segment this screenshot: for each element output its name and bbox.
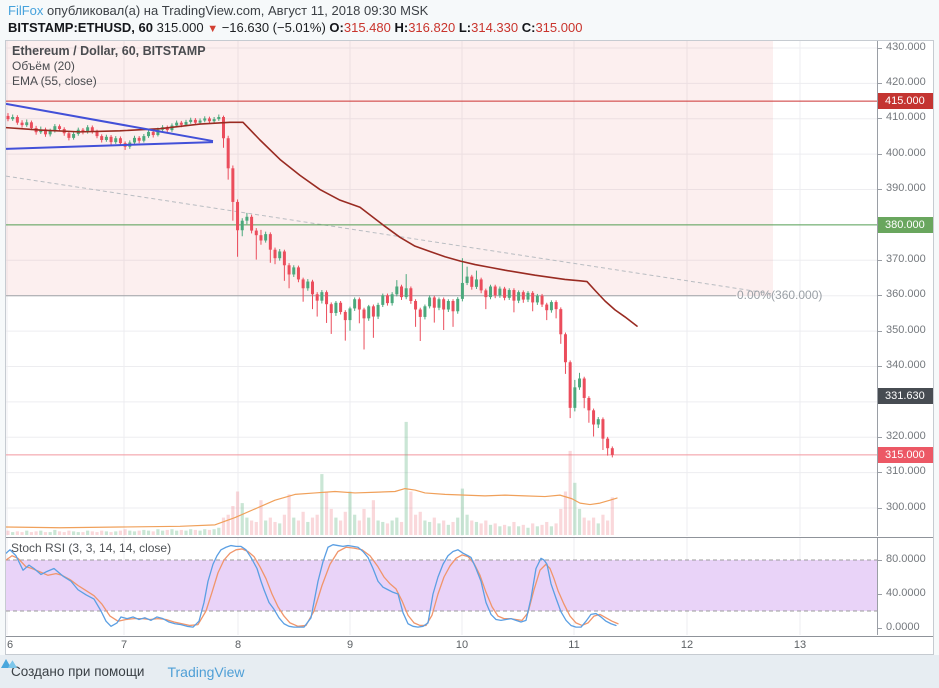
tradingview-link[interactable]: TradingView: [167, 663, 245, 680]
last-price: 315.000: [156, 20, 204, 35]
price-badge: 331.630: [878, 388, 933, 405]
low-label: L:: [458, 20, 472, 35]
time-label: 8: [234, 639, 242, 651]
chart-legend: Ethereum / Dollar, 60, BITSTAMP Объём (2…: [12, 44, 206, 89]
pane-separator[interactable]: [6, 537, 933, 538]
chart-frame: Ethereum / Dollar, 60, BITSTAMP Объём (2…: [5, 40, 934, 655]
symbol-label: BITSTAMP:ETHUSD, 60: [8, 20, 153, 35]
stoch-pane-canvas[interactable]: [6, 538, 877, 635]
price-axis[interactable]: 430.000420.000410.000400.000390.000380.0…: [878, 41, 933, 536]
time-label: 7: [120, 639, 128, 651]
time-axis[interactable]: 6 7 8 9 10 11 12 13: [6, 637, 933, 654]
time-label: 9: [346, 639, 354, 651]
price-badge: 415.000: [878, 93, 933, 110]
stoch-rsi-pane[interactable]: Stoch RSI (3, 3, 14, 14, close): [6, 538, 878, 635]
open-value: 315.480: [343, 20, 391, 35]
footer-bar: Создано при помощи TradingView: [0, 655, 939, 688]
price-badge: 315.000: [878, 446, 933, 463]
legend-title: Ethereum / Dollar, 60, BITSTAMP: [12, 44, 206, 58]
high-value: 316.820: [408, 20, 456, 35]
down-arrow-icon: ▼: [207, 23, 219, 35]
price-badge: 380.000: [878, 216, 933, 233]
quote-line: BITSTAMP:ETHUSD, 60 315.000 ▼ −16.630 (−…: [8, 20, 582, 37]
time-label: 13: [793, 639, 807, 651]
legend-ema: EMA (55, close): [12, 74, 97, 88]
publish-text: опубликовал(а) на TradingView.com, Авгус…: [43, 3, 429, 18]
main-pane[interactable]: Ethereum / Dollar, 60, BITSTAMP Объём (2…: [6, 41, 878, 536]
time-label: 10: [455, 639, 469, 651]
author-link[interactable]: FilFox: [8, 3, 44, 18]
time-label: 11: [568, 639, 580, 651]
fib-level-label: 0.00%(360.000): [737, 288, 823, 302]
main-pane-canvas[interactable]: [6, 41, 877, 536]
publish-line: FilFox опубликовал(а) на TradingView.com…: [8, 3, 582, 19]
publish-header: FilFox опубликовал(а) на TradingView.com…: [8, 3, 582, 37]
axis-separator: [6, 636, 933, 637]
low-value: 314.330: [471, 20, 519, 35]
created-with-text: Создано при помощи: [11, 664, 145, 679]
price-change: −16.630 (−5.01%): [221, 20, 326, 35]
stoch-axis[interactable]: 80.0000 40.0000 0.0000: [878, 538, 933, 635]
time-label: 6: [7, 639, 14, 651]
stoch-rsi-label: Stoch RSI (3, 3, 14, 14, close): [11, 541, 172, 555]
high-label: H:: [394, 20, 409, 35]
close-value: 315.000: [535, 20, 583, 35]
close-label: C:: [521, 20, 536, 35]
time-label: 12: [680, 639, 694, 651]
open-label: O:: [329, 20, 344, 35]
legend-volume: Объём (20): [12, 59, 75, 73]
